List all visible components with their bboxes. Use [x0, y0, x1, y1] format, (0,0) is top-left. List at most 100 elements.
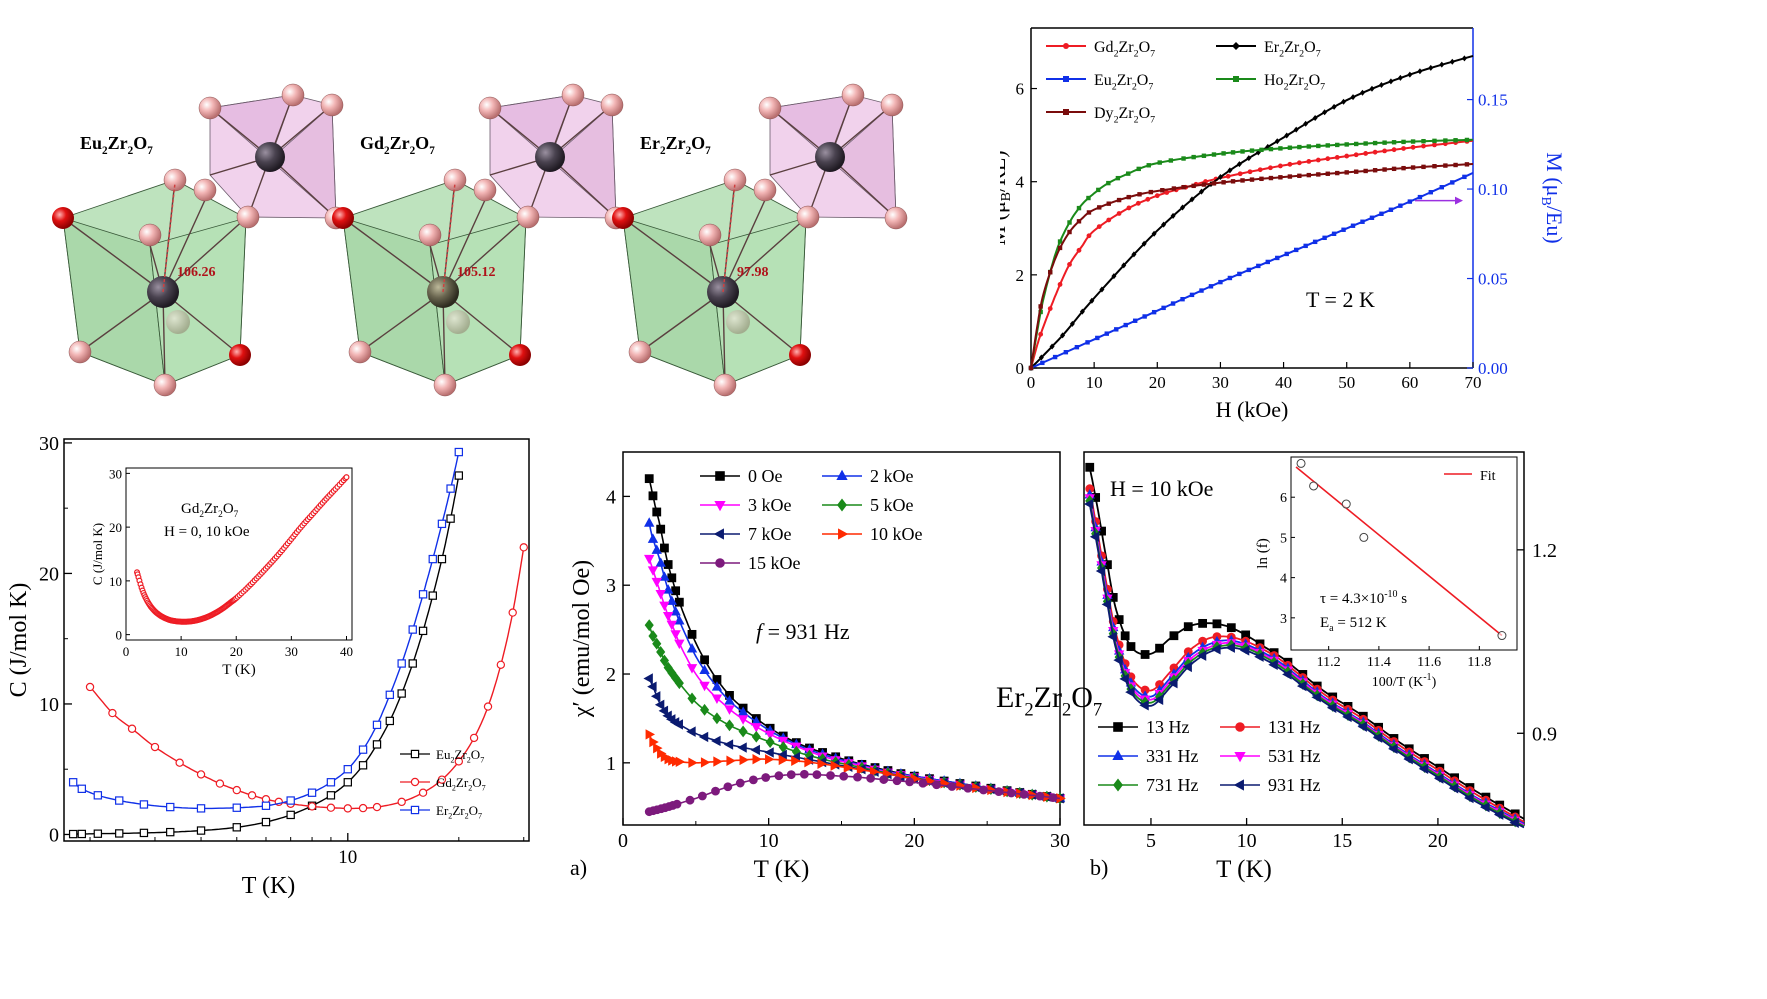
data-point [1257, 167, 1263, 173]
data-point [1278, 146, 1283, 151]
data-point [644, 619, 654, 632]
data-point [656, 646, 666, 658]
data-point [655, 589, 666, 600]
data-point [1196, 650, 1207, 661]
oxygen-atom-red [509, 344, 531, 366]
legend-marker [1063, 43, 1069, 49]
data-point [1123, 322, 1128, 328]
data-point [1048, 793, 1058, 802]
data-point [150, 742, 160, 752]
data-point [1126, 171, 1131, 176]
data-point [1240, 178, 1245, 183]
x-tick-label: 10 [338, 847, 357, 868]
data-point [1101, 599, 1112, 610]
data-point [1372, 140, 1378, 146]
oxygen-atom [600, 93, 624, 117]
oxygen-atom [516, 205, 540, 229]
inset-y-tick-label: 20 [109, 520, 122, 535]
data-point [1432, 138, 1437, 144]
data-point [1225, 642, 1235, 653]
data-point [1225, 173, 1231, 179]
oxygen-atom [758, 96, 782, 120]
data-point [652, 637, 662, 650]
structure-gd: 105.12 Gd2​Zr2​O7​ [332, 83, 628, 397]
data-point [1086, 195, 1091, 201]
legend-marker [836, 469, 848, 480]
bond [722, 217, 807, 293]
data-point [1268, 659, 1278, 670]
data-point [1155, 643, 1164, 653]
oxygen-atom [478, 96, 502, 120]
data-point [483, 702, 493, 711]
bond-angle-label: 106.26 [177, 265, 216, 280]
data-point [1114, 327, 1119, 332]
data-point [644, 474, 654, 484]
data-point [1397, 74, 1403, 81]
data-point [1131, 251, 1137, 258]
data-point [830, 760, 841, 771]
inset-data-point [1341, 499, 1351, 509]
oxygen-atom [433, 373, 457, 397]
bond-angle-label: 97.98 [737, 265, 769, 280]
y-right-tick-label: 0.00 [1478, 359, 1508, 378]
legend-marker [713, 528, 724, 540]
data-point [1256, 263, 1261, 269]
data-point [723, 782, 733, 792]
data-point [1312, 114, 1318, 121]
data-point [1449, 58, 1455, 65]
data-point [972, 782, 982, 794]
data-point [428, 591, 437, 600]
data-point [765, 754, 775, 765]
legend-label: 10 kOe [870, 524, 923, 544]
data-point [428, 554, 437, 564]
data-point [1171, 186, 1177, 191]
data-point [647, 681, 657, 692]
data-point [1198, 618, 1208, 628]
data-point [1363, 168, 1368, 174]
legend-label: Gd2​Zr2​O7​ [1094, 39, 1155, 59]
oxygen-atom [723, 168, 747, 192]
data-point [711, 735, 721, 747]
data-point [1407, 71, 1413, 78]
plot-frame [63, 438, 530, 842]
data-point [1342, 711, 1352, 723]
legend-label: 531 Hz [1268, 746, 1321, 766]
data-point [1341, 227, 1346, 232]
data-point [1401, 165, 1406, 171]
data-point [662, 612, 674, 622]
data-point [1038, 354, 1044, 361]
oxygen-atom [698, 223, 722, 247]
compound-label: Er2​Zr2​O7​ [996, 681, 1102, 720]
data-point [1421, 164, 1426, 170]
oxygen-atom-red [332, 207, 354, 229]
data-point [139, 828, 149, 838]
x-tick-label: 10 [1237, 830, 1257, 852]
legend-label: 931 Hz [1268, 775, 1321, 795]
data-point [1106, 180, 1111, 186]
data-point [1493, 809, 1504, 820]
oxygen-atom [628, 340, 652, 364]
data-point [643, 673, 653, 684]
data-point [1048, 270, 1053, 275]
data-point [1297, 144, 1302, 150]
data-point [761, 773, 771, 782]
ghost-atom [726, 310, 750, 334]
inset-data-point [1359, 532, 1369, 542]
data-point [750, 744, 760, 756]
data-point [1067, 220, 1072, 225]
data-point [77, 829, 87, 839]
legend-marker [1063, 76, 1069, 82]
data-point [1428, 64, 1434, 71]
x-tick-label: 60 [1401, 373, 1418, 392]
oxygen-atom [561, 83, 585, 107]
oxygen-atom-red [789, 344, 811, 366]
data-point [647, 533, 659, 543]
data-point [1391, 166, 1397, 172]
y-right-tick-label: 0.15 [1478, 91, 1508, 110]
inset-x-tick-label: 0 [123, 644, 130, 659]
inset-y-axis-label: ln (f) [1255, 538, 1271, 568]
data-point [1085, 462, 1095, 472]
inset-y-tick-label: 5 [1280, 531, 1287, 546]
data-point [839, 771, 849, 781]
oxygen-atom [418, 223, 442, 247]
